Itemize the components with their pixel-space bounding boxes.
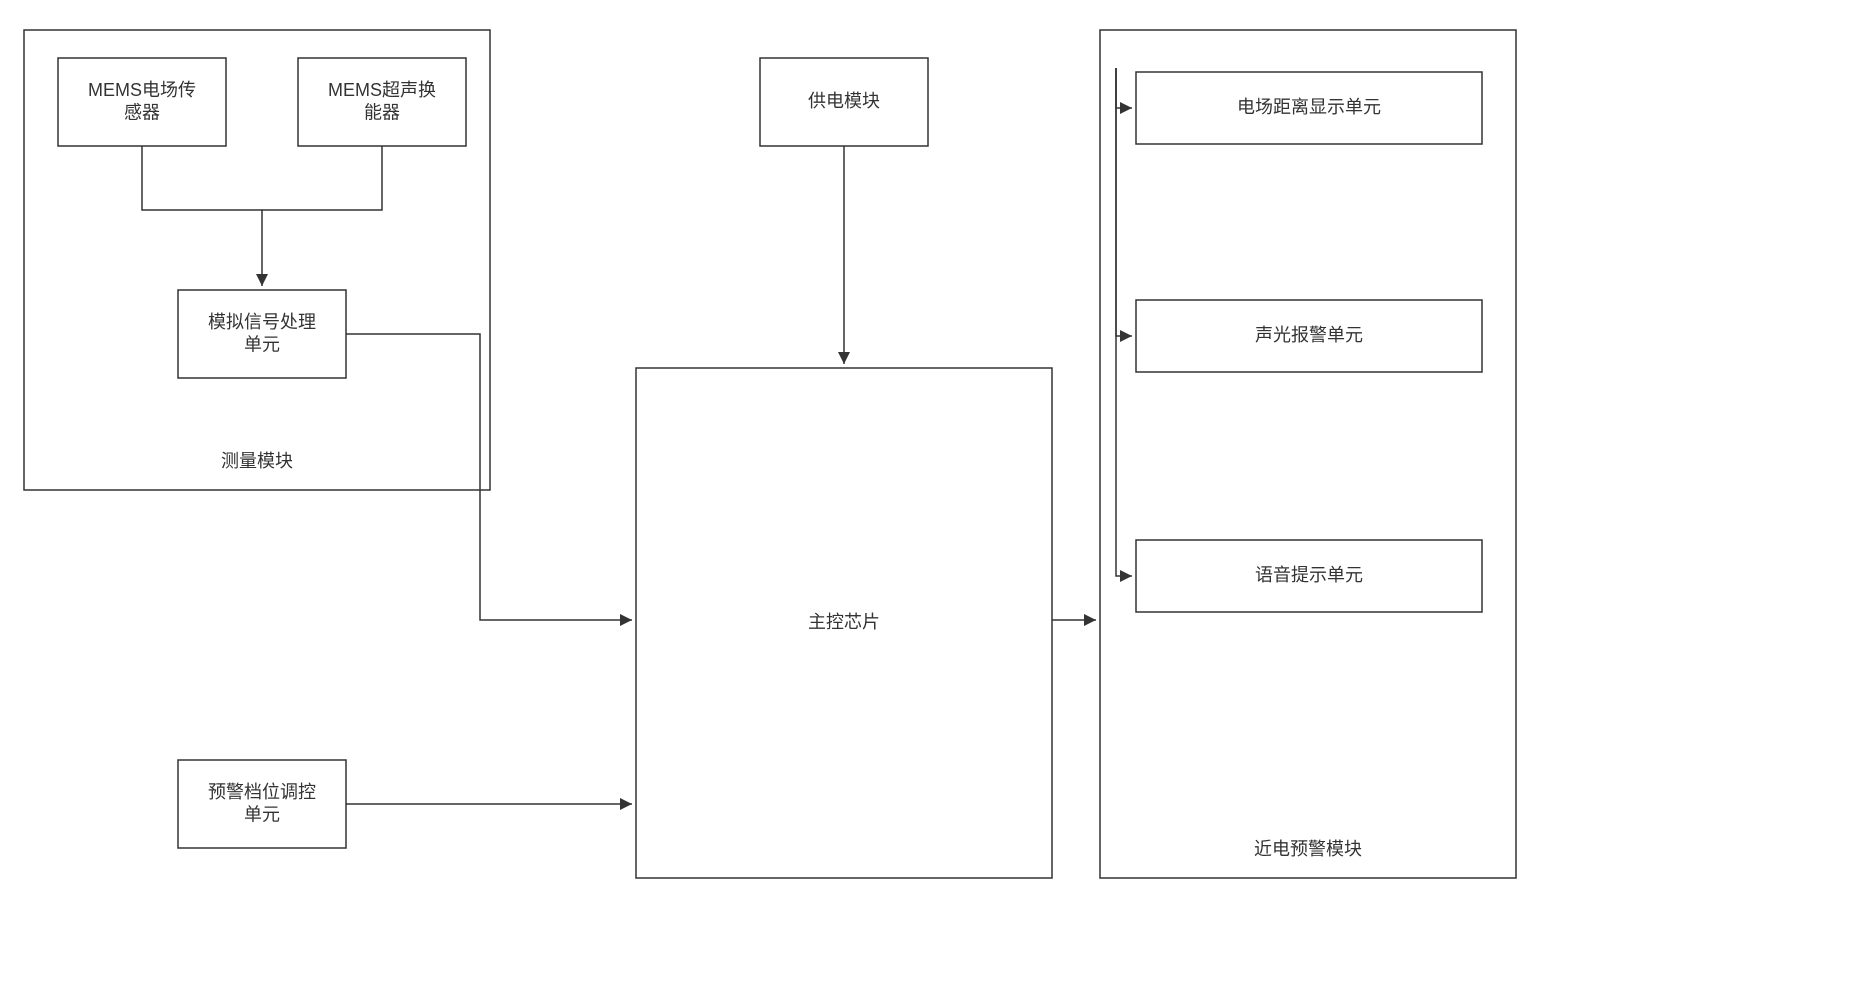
sound-light-label: 声光报警单元 — [1255, 325, 1363, 345]
arrowhead-icon — [620, 614, 632, 626]
warn-module-label: 近电预警模块 — [1254, 839, 1362, 859]
flowchart-canvas: 测量模块 近电预警模块 MEMS电场传感器 MEMS超声换能器 模拟信号处理单元… — [0, 0, 1858, 984]
display-unit-label: 电场距离显示单元 — [1237, 97, 1381, 117]
voice-prompt-label: 语音提示单元 — [1255, 565, 1363, 585]
warn-module-group — [1100, 30, 1516, 878]
arrowhead-icon — [838, 352, 850, 364]
power-label: 供电模块 — [808, 91, 880, 111]
main-chip-label: 主控芯片 — [808, 612, 880, 632]
arrowhead-icon — [620, 798, 632, 810]
measure-module-label: 测量模块 — [221, 451, 293, 471]
arrowhead-icon — [1084, 614, 1096, 626]
